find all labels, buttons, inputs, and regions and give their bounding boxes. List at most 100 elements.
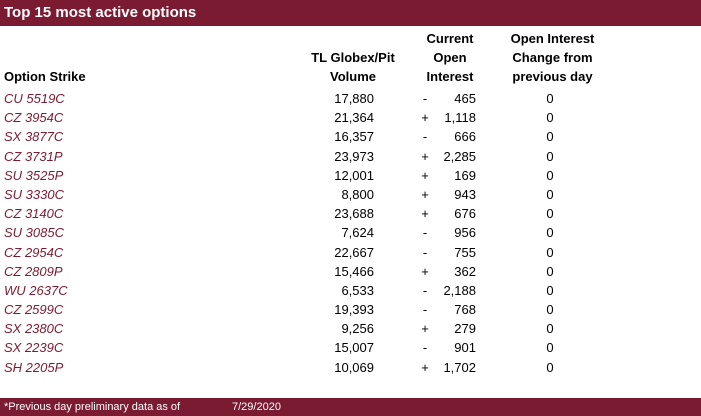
cell-volume: 7,624 — [341, 225, 374, 241]
cell-open-interest: 2,285 — [443, 148, 476, 164]
table-row: CU 5519C 17,880 - 465 0 — [0, 90, 701, 109]
header-oi-line: Current — [426, 31, 474, 46]
table-body: CU 5519C 17,880 - 465 0 CZ 3954C 21,364 +1,118 0… — [0, 90, 701, 378]
cell-open-interest: 956 — [454, 225, 476, 241]
cell-open-interest: 768 — [454, 302, 476, 318]
header-volume-line: Volume — [330, 69, 376, 84]
cell-volume: 19,393 — [334, 302, 374, 318]
cell-open-interest: 362 — [454, 263, 476, 279]
cell-oi-sign: - — [422, 225, 428, 241]
cell-option-strike: SX 3877C — [4, 129, 64, 145]
header-change-line: Change from — [512, 50, 593, 65]
cell-open-interest: 1,702 — [443, 359, 476, 375]
cell-option-strike: SX 2239C — [4, 340, 64, 356]
cell-open-interest: 2,188 — [443, 282, 476, 298]
cell-open-interest: 1,118 — [444, 110, 476, 126]
cell-volume: 6,533 — [341, 282, 374, 298]
cell-oi-change: 0 — [546, 302, 554, 318]
cell-oi-change: 0 — [546, 244, 554, 260]
cell-oi-change: 0 — [546, 340, 554, 356]
cell-option-strike: SU 3085C — [4, 225, 64, 241]
cell-oi-sign: + — [421, 206, 429, 222]
cell-oi-sign: + — [421, 110, 429, 126]
cell-open-interest: 901 — [454, 340, 476, 356]
cell-oi-sign: - — [422, 282, 428, 298]
header-change-line: Open Interest — [510, 31, 595, 46]
header-volume: TL Globex/Pit Volume — [302, 48, 404, 86]
cell-volume: 23,973 — [334, 148, 374, 164]
cell-oi-change: 0 — [546, 167, 554, 183]
cell-oi-sign: + — [421, 148, 429, 164]
table-row: CZ 3731P 23,973 +2,285 0 — [0, 148, 701, 167]
cell-volume: 17,880 — [334, 91, 374, 106]
cell-option-strike: SH 2205P — [4, 359, 64, 375]
cell-option-strike: SU 3330C — [4, 186, 64, 202]
cell-oi-change: 0 — [546, 129, 554, 145]
cell-oi-change: 0 — [546, 186, 554, 202]
header-oi-line: Open — [433, 50, 467, 65]
cell-open-interest: 279 — [454, 321, 476, 337]
cell-volume: 10,069 — [334, 359, 374, 375]
cell-option-strike: CZ 3731P — [4, 148, 63, 164]
cell-oi-sign: - — [422, 244, 428, 260]
cell-open-interest: 666 — [454, 129, 476, 145]
header-volume-line: TL Globex/Pit — [311, 50, 395, 65]
table-row: SX 3877C 16,357 - 666 0 — [0, 128, 701, 147]
table-row: SU 3525P 12,001 +169 0 — [0, 167, 701, 186]
table-row: CZ 2809P 15,466 +362 0 — [0, 263, 701, 282]
cell-option-strike: CZ 2954C — [4, 244, 64, 260]
header-change-line: previous day — [512, 69, 593, 84]
table-title-bar: Top 15 most active options — [0, 0, 701, 26]
cell-option-strike: WU 2637C — [4, 282, 68, 298]
table-row: WU 2637C 6,533 -2,188 0 — [0, 282, 701, 301]
cell-oi-sign: + — [421, 359, 429, 375]
cell-volume: 12,001 — [334, 167, 374, 183]
table-row: SU 3330C 8,800 +943 0 — [0, 186, 701, 205]
cell-volume: 8,800 — [341, 186, 374, 202]
footer-note: *Previous day preliminary data as of — [4, 401, 181, 413]
table-footer: *Previous day preliminary data as of 7/2… — [0, 398, 701, 416]
cell-oi-change: 0 — [546, 282, 554, 298]
table-row: CZ 2599C 19,393 - 768 0 — [0, 301, 701, 320]
cell-oi-change: 0 — [546, 91, 554, 106]
cell-oi-change: 0 — [546, 206, 554, 222]
cell-volume: 9,256 — [341, 321, 374, 337]
cell-open-interest: 169 — [454, 167, 476, 183]
cell-volume: 22,667 — [334, 244, 374, 260]
cell-option-strike: CZ 2809P — [4, 263, 63, 279]
header-open-interest: Current Open Interest — [410, 29, 490, 86]
cell-volume: 15,007 — [334, 340, 374, 356]
cell-oi-sign: - — [422, 302, 428, 318]
cell-oi-sign: - — [422, 129, 428, 145]
table-row: SX 2380C 9,256 +279 0 — [0, 320, 701, 339]
cell-oi-change: 0 — [546, 110, 554, 126]
cell-oi-change: 0 — [546, 225, 554, 241]
cell-option-strike: CU 5519C — [4, 91, 65, 106]
cell-open-interest: 755 — [454, 244, 476, 260]
cell-oi-sign: + — [421, 321, 429, 337]
cell-oi-sign: + — [421, 263, 429, 279]
header-oi-line: Interest — [426, 69, 474, 84]
cell-open-interest: 465 — [454, 91, 476, 106]
cell-open-interest: 676 — [454, 206, 476, 222]
table-title: Top 15 most active options — [4, 4, 197, 21]
cell-oi-change: 0 — [546, 148, 554, 164]
table-row: CZ 3954C 21,364 +1,118 0 — [0, 109, 701, 128]
header-option-strike: Option Strike — [4, 69, 86, 84]
header-oi-change: Open Interest Change from previous day — [495, 29, 610, 86]
cell-volume: 23,688 — [334, 206, 374, 222]
table-row: CZ 2954C 22,667 - 755 0 — [0, 244, 701, 263]
table-header: Option Strike TL Globex/Pit Volume Curre… — [0, 27, 701, 89]
cell-volume: 21,364 — [334, 110, 374, 126]
table-row: SU 3085C 7,624 - 956 0 — [0, 224, 701, 243]
cell-volume: 15,466 — [334, 263, 374, 279]
cell-volume: 16,357 — [334, 129, 374, 145]
cell-option-strike: CZ 2599C — [4, 302, 64, 318]
cell-oi-sign: + — [421, 167, 429, 183]
cell-oi-sign: - — [422, 340, 428, 356]
cell-option-strike: CZ 3140C — [4, 206, 64, 222]
cell-oi-sign: + — [421, 186, 429, 202]
cell-oi-change: 0 — [546, 359, 554, 375]
cell-oi-change: 0 — [546, 321, 554, 337]
table-row: CZ 3140C 23,688 +676 0 — [0, 205, 701, 224]
